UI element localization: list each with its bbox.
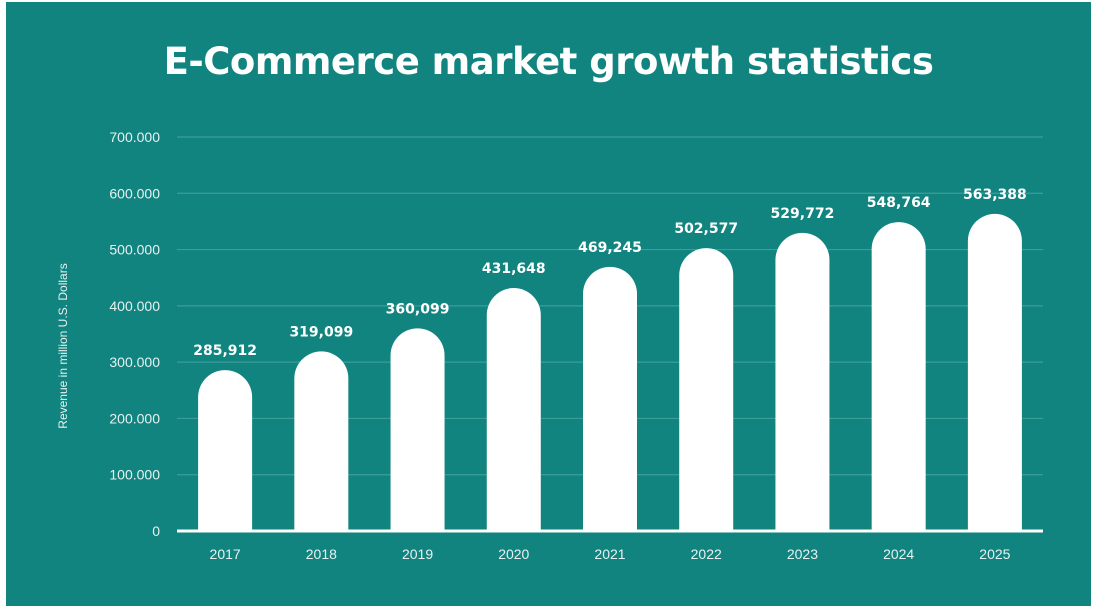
bar-2019 (390, 328, 445, 531)
x-axis-ticks: 2017 2018 2019 2020 2021 2022 2023 2024 2025 (210, 546, 1011, 562)
data-label: 529,772 (771, 206, 835, 222)
bar-2025 (967, 213, 1022, 531)
bar-2023 (775, 232, 830, 531)
x-tick-label: 2024 (883, 546, 914, 562)
data-label: 502,577 (674, 221, 738, 237)
bar-2017 (198, 370, 253, 531)
data-labels: 285,912 319,099 360,099 431,648 469,245 502,5… (193, 187, 1027, 359)
data-label: 285,912 (193, 343, 257, 359)
data-label: 360,099 (386, 301, 450, 317)
x-tick-label: 2021 (594, 546, 625, 562)
data-label: 563,388 (963, 187, 1027, 203)
y-tick-label: 500.000 (109, 242, 160, 258)
y-tick-label: 100.000 (109, 467, 160, 483)
bar-2018 (294, 351, 349, 531)
chart-title: E-Commerce market growth statistics (163, 40, 934, 83)
x-tick-label: 2017 (210, 546, 241, 562)
bar-2022 (679, 248, 734, 531)
y-tick-label: 200.000 (109, 410, 160, 426)
y-tick-label: 600.000 (109, 185, 160, 201)
x-tick-label: 2020 (498, 546, 529, 562)
x-tick-label: 2022 (691, 546, 722, 562)
y-tick-label: 400.000 (109, 298, 160, 314)
y-axis-ticks: 0 100.000 200.000 300.000 400.000 500.000 600.… (109, 129, 160, 539)
data-label: 548,764 (867, 195, 931, 211)
y-tick-label: 300.000 (109, 354, 160, 370)
bar-2020 (486, 288, 541, 531)
bar-2021 (583, 266, 637, 531)
bars (198, 213, 1022, 531)
x-tick-label: 2018 (306, 546, 337, 562)
bar-2024 (871, 222, 926, 531)
x-tick-label: 2023 (787, 546, 818, 562)
x-tick-label: 2019 (402, 546, 433, 562)
data-label: 319,099 (289, 324, 353, 340)
y-axis-title: Revenue in million U.S. Dollars (56, 263, 70, 428)
data-label: 431,648 (482, 261, 546, 277)
data-label: 469,245 (578, 240, 642, 256)
x-tick-label: 2025 (979, 546, 1010, 562)
y-tick-label: 0 (152, 523, 160, 539)
y-tick-label: 700.000 (109, 129, 160, 145)
